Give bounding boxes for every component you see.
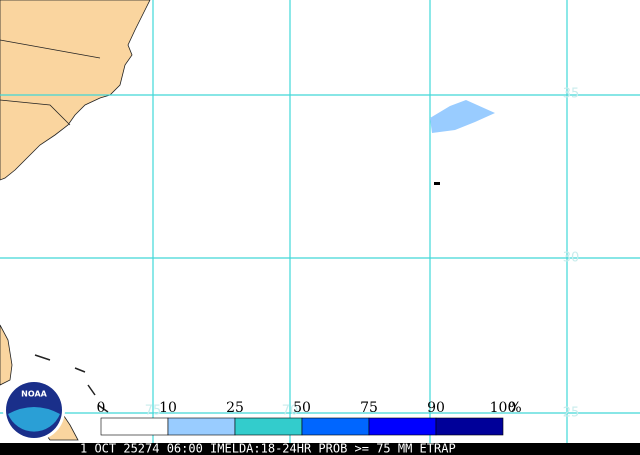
legend-label: 100 [490,400,517,416]
legend-label: 0 [97,400,106,416]
logo-text: NOAA [21,390,47,399]
legend-swatch [435,417,504,436]
legend-label: 25 [226,400,244,416]
caption-bar [0,443,640,455]
land-florida [0,324,13,386]
legend-swatch [301,417,370,436]
caption: 1 OCT 25274 06:00 IMELDA:18-24HR PROB >=… [80,442,456,455]
lat-label: 35 [563,87,580,102]
logo-wave [8,407,60,432]
lon-label: 75 [145,404,162,419]
legend-unit: % [508,400,521,416]
legend-swatch [234,417,303,436]
legend-swatch [100,417,169,436]
legend-swatch [368,417,437,436]
grid [0,0,640,443]
lon-label: 70 [282,404,299,419]
state-border [0,39,101,126]
legend-label: 75 [360,400,378,416]
probability-area [430,100,495,133]
bahamas [34,354,109,413]
probability-speck [434,182,440,185]
legend-label: 50 [293,400,311,416]
land-us-coast [0,0,151,181]
legend-label: 10 [159,400,177,416]
legend: 0 10 25 50 75 90 100% [97,400,522,436]
lat-label: 30 [563,251,580,266]
legend-swatch [167,417,236,436]
noaa-logo: NOAA [3,379,65,441]
lat-label: 25 [563,406,580,421]
legend-label: 90 [427,400,445,416]
